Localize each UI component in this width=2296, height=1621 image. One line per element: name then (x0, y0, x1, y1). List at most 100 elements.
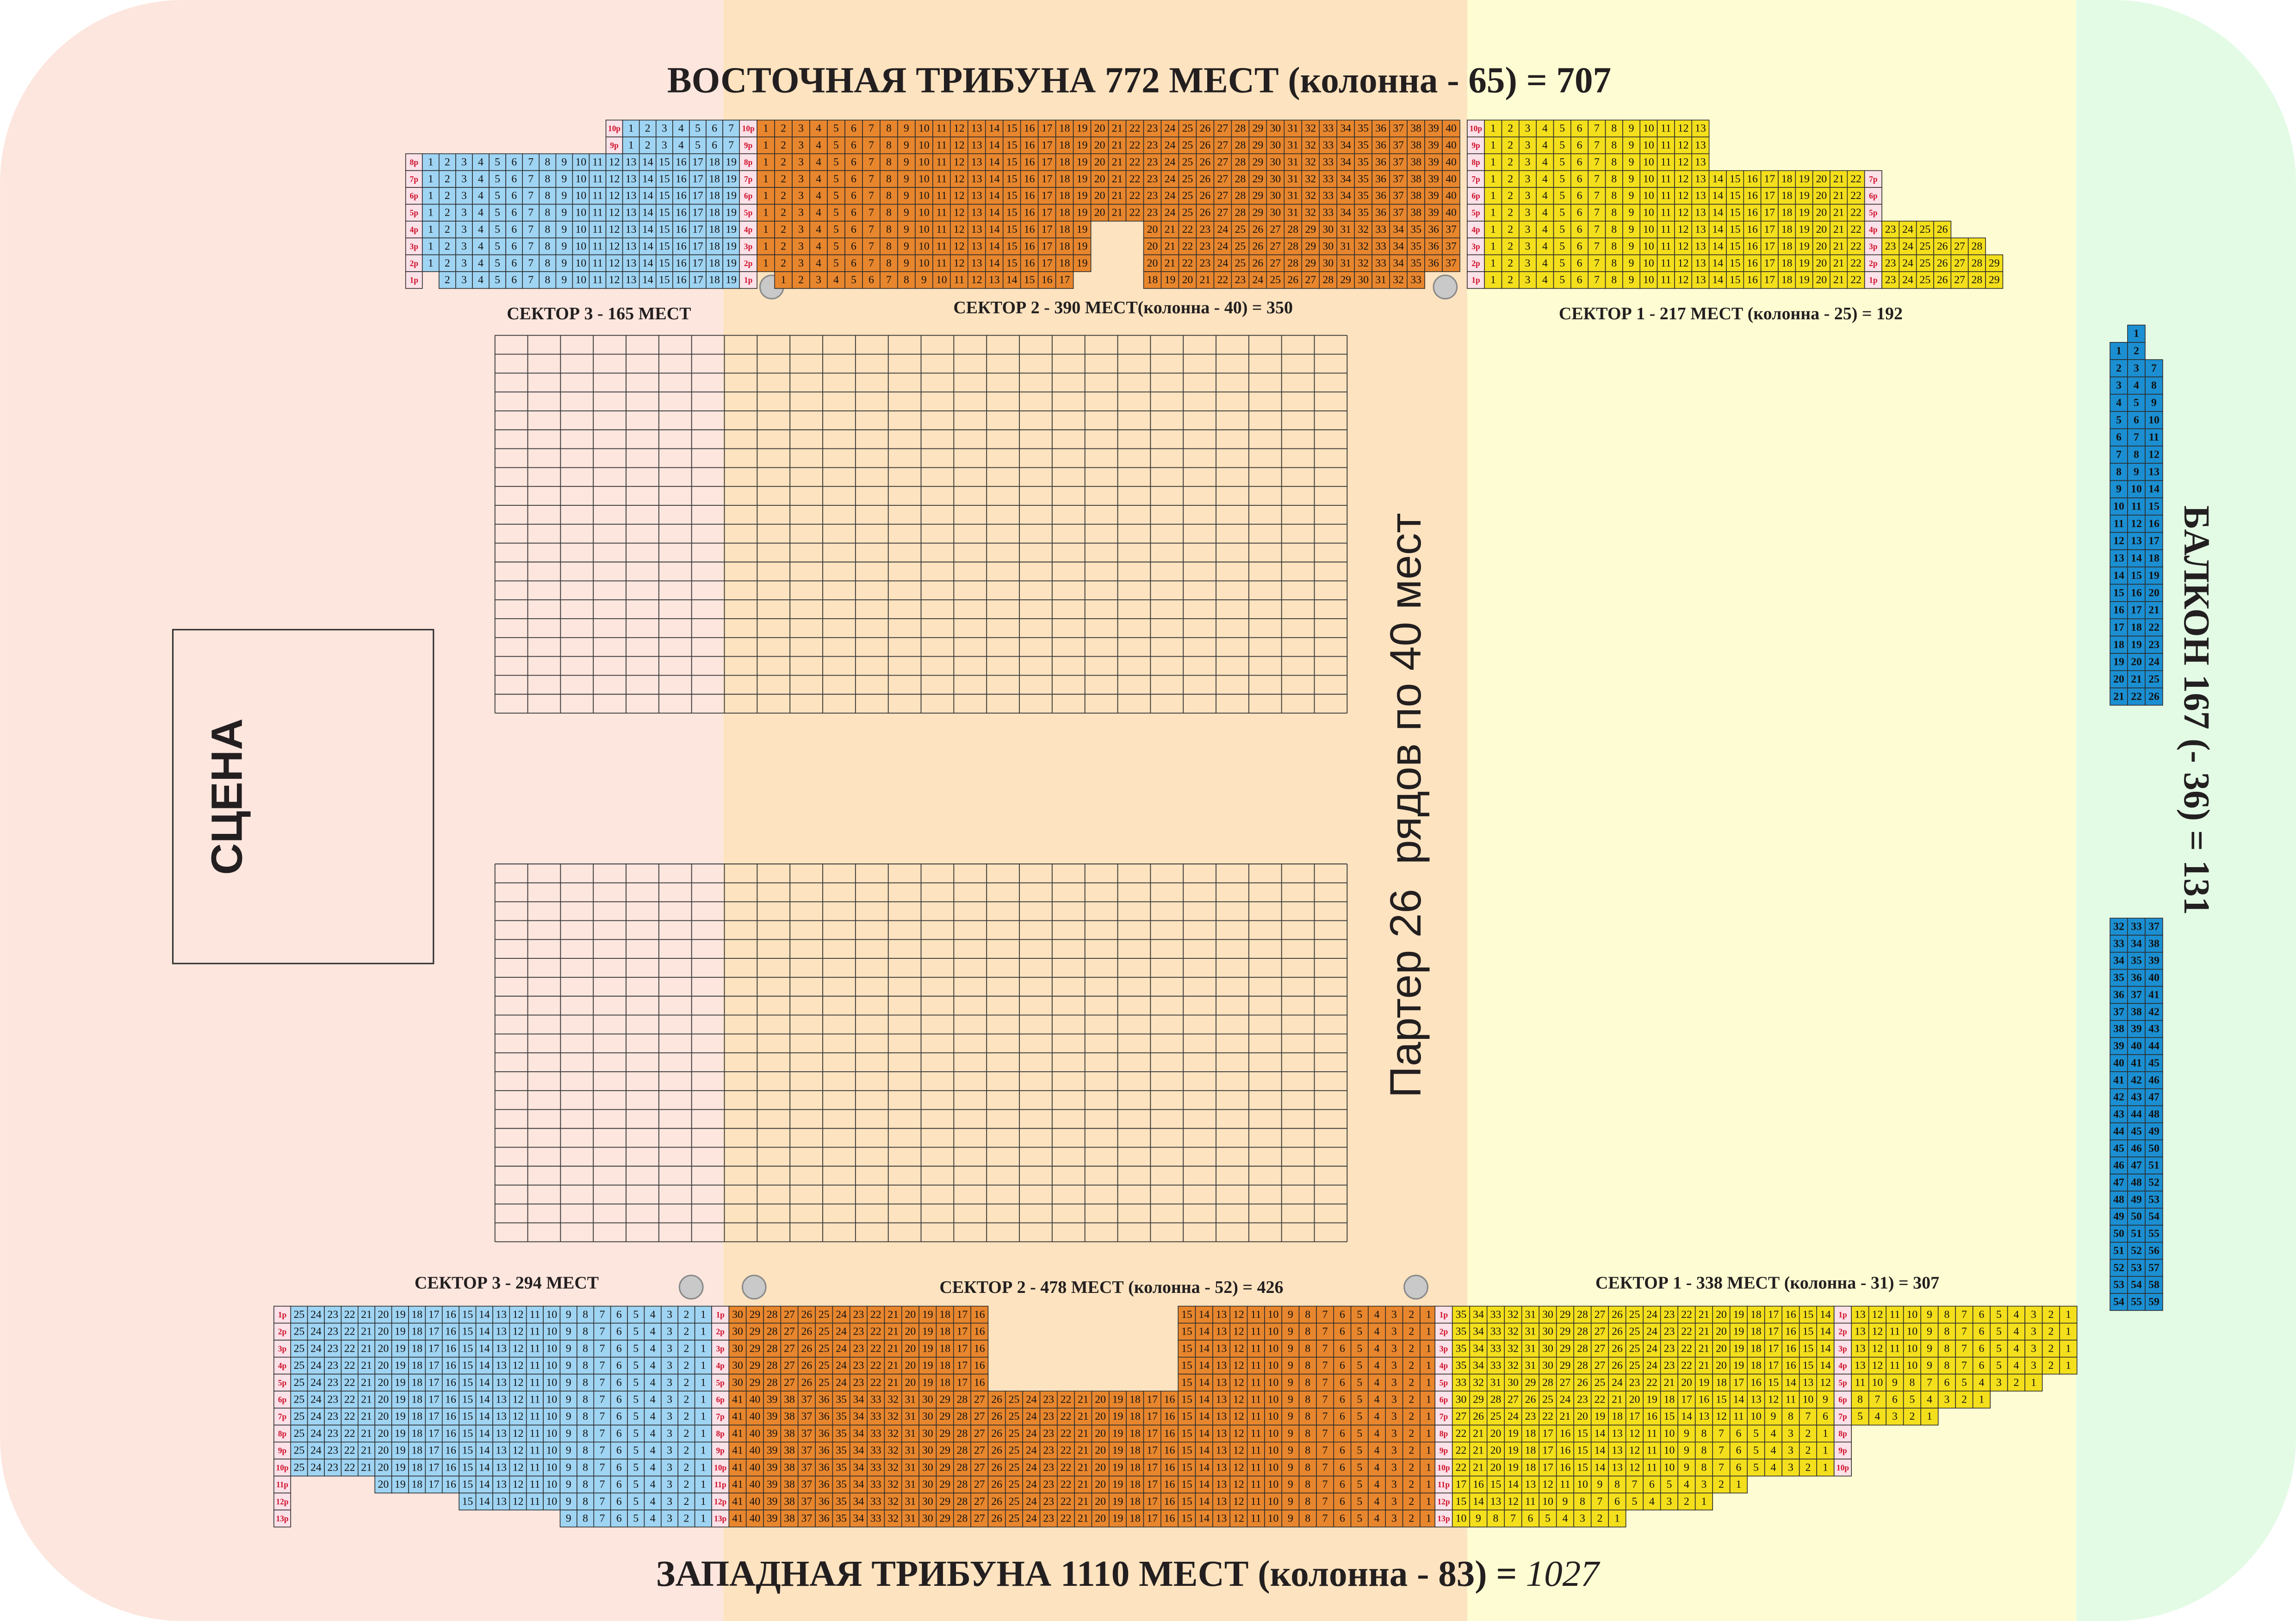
seat-number: 15 (1577, 1445, 1588, 1457)
seat-cell (1231, 137, 1250, 155)
seat-number: 28 (1287, 224, 1298, 236)
seat-number: 15 (1181, 1309, 1192, 1321)
seat-number: 17 (692, 173, 703, 185)
seat-number: 3 (667, 1512, 672, 1524)
seat-number: 7 (600, 1394, 605, 1406)
seat-number: 8 (1611, 240, 1617, 252)
seat-number: 9 (2116, 483, 2122, 495)
seat-number: 28 (767, 1377, 778, 1389)
seat-number: 22 (1595, 1394, 1606, 1406)
seat-number: 25 (294, 1394, 305, 1406)
seat-number: 36 (1375, 207, 1386, 219)
seat-cell (605, 221, 623, 239)
seat-number: 8 (1788, 1410, 1793, 1422)
seat-number: 7 (600, 1410, 605, 1422)
seat-number: 23 (1664, 1326, 1675, 1338)
seat-number: 11 (954, 274, 964, 286)
seat-number: 17 (2148, 535, 2159, 547)
column (1433, 274, 1458, 300)
seat-number: 17 (957, 1360, 968, 1372)
seat-number: 25 (1919, 257, 1930, 269)
seat-number: 38 (1410, 207, 1421, 219)
seat-number: 28 (1577, 1309, 1588, 1321)
seat-number: 6 (616, 1377, 622, 1389)
seat-number: 31 (905, 1410, 916, 1422)
seat-number: 9 (1288, 1326, 1293, 1338)
seat-number: 1 (781, 274, 786, 286)
seat-number: 18 (939, 1309, 950, 1321)
seat-number: 15 (462, 1428, 473, 1440)
seat-number: 28 (1490, 1394, 1502, 1406)
seat-cell (455, 221, 473, 239)
seat-number: 22 (870, 1360, 881, 1372)
seat-number: 7 (1806, 1410, 1811, 1422)
seat-number: 11 (1251, 1445, 1261, 1457)
seat-number: 5 (1559, 240, 1565, 252)
seat-number: 5 (1357, 1496, 1362, 1508)
seat-number: 6 (1340, 1512, 1345, 1524)
seat-number: 11 (1647, 1461, 1657, 1473)
seat-number: 18 (1059, 173, 1070, 185)
row-label: 2р (410, 259, 418, 268)
seat-number: 11 (592, 224, 603, 236)
seat-number: 8 (886, 224, 892, 236)
seat-number: 22 (1182, 224, 1193, 236)
seat-number: 11 (529, 1360, 540, 1372)
seat-number: 24 (1252, 274, 1263, 286)
seat-cell (1389, 119, 1408, 137)
seat-number: 13 (971, 257, 982, 269)
seat-number: 23 (1200, 240, 1211, 252)
seat-number: 12 (954, 123, 965, 135)
seat-number: 5 (1357, 1428, 1362, 1440)
seat-number: 5 (1667, 1478, 1672, 1491)
seat-number: 20 (1095, 1461, 1106, 1473)
seat-number: 11 (1890, 1309, 1900, 1321)
seat-number: 32 (887, 1445, 899, 1457)
seat-number: 21 (1200, 274, 1211, 286)
seat-number: 5 (833, 139, 839, 151)
seat-number: 7 (1322, 1428, 1328, 1440)
seat-number: 20 (378, 1377, 389, 1389)
seat-number: 12 (954, 224, 965, 236)
seat-number: 1 (701, 1496, 706, 1508)
seat-number: 22 (1850, 190, 1862, 202)
seat-number: 4 (650, 1461, 656, 1473)
seat-number: 6 (511, 257, 517, 269)
seat-number: 19 (726, 274, 737, 286)
seat-number: 16 (676, 207, 687, 219)
seat-number: 14 (1712, 257, 1723, 269)
seat-number: 36 (819, 1512, 830, 1524)
seat-number: 17 (2113, 621, 2124, 633)
seat-number: 24 (310, 1428, 322, 1440)
seat-number: 35 (1410, 240, 1421, 252)
seat-number: 5 (1559, 257, 1565, 269)
seat-number: 38 (784, 1512, 795, 1524)
seat-number: 21 (887, 1342, 899, 1354)
seat-number: 8 (1857, 1394, 1863, 1406)
seat-number: 18 (1716, 1377, 1727, 1389)
seat-cell (1248, 137, 1267, 155)
seat-number: 32 (1508, 1309, 1519, 1321)
seat-number: 21 (1699, 1309, 1710, 1321)
seat-number: 15 (1181, 1478, 1192, 1491)
seat-number: 20 (1816, 173, 1827, 185)
seat-number: 6 (851, 257, 856, 269)
seat-number: 5 (633, 1428, 639, 1440)
seat-number: 11 (1251, 1326, 1261, 1338)
seat-number: 2 (781, 224, 786, 236)
stage-box (172, 629, 434, 964)
seat-number: 2 (1806, 1428, 1811, 1440)
seat-number: 18 (709, 274, 720, 286)
seat-number: 13 (1695, 190, 1706, 202)
seat-number: 3 (1525, 207, 1531, 219)
seat-number: 12 (954, 190, 965, 202)
seat-number: 5 (1857, 1410, 1863, 1422)
seat-number: 23 (853, 1309, 864, 1321)
seat-number: 47 (2148, 1091, 2159, 1103)
seat-number: 15 (1490, 1478, 1502, 1491)
seat-number: 4 (1374, 1326, 1380, 1338)
seat-number: 22 (344, 1326, 355, 1338)
seat-number: 18 (939, 1360, 950, 1372)
seat-number: 14 (1712, 274, 1723, 286)
seat-number: 43 (2148, 1023, 2159, 1035)
